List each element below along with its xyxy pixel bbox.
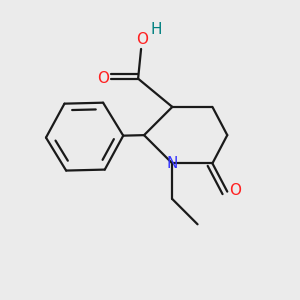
Text: O: O [136, 32, 148, 47]
Text: H: H [151, 22, 162, 37]
Text: O: O [230, 183, 242, 198]
Text: O: O [97, 71, 109, 86]
Text: N: N [167, 156, 178, 171]
